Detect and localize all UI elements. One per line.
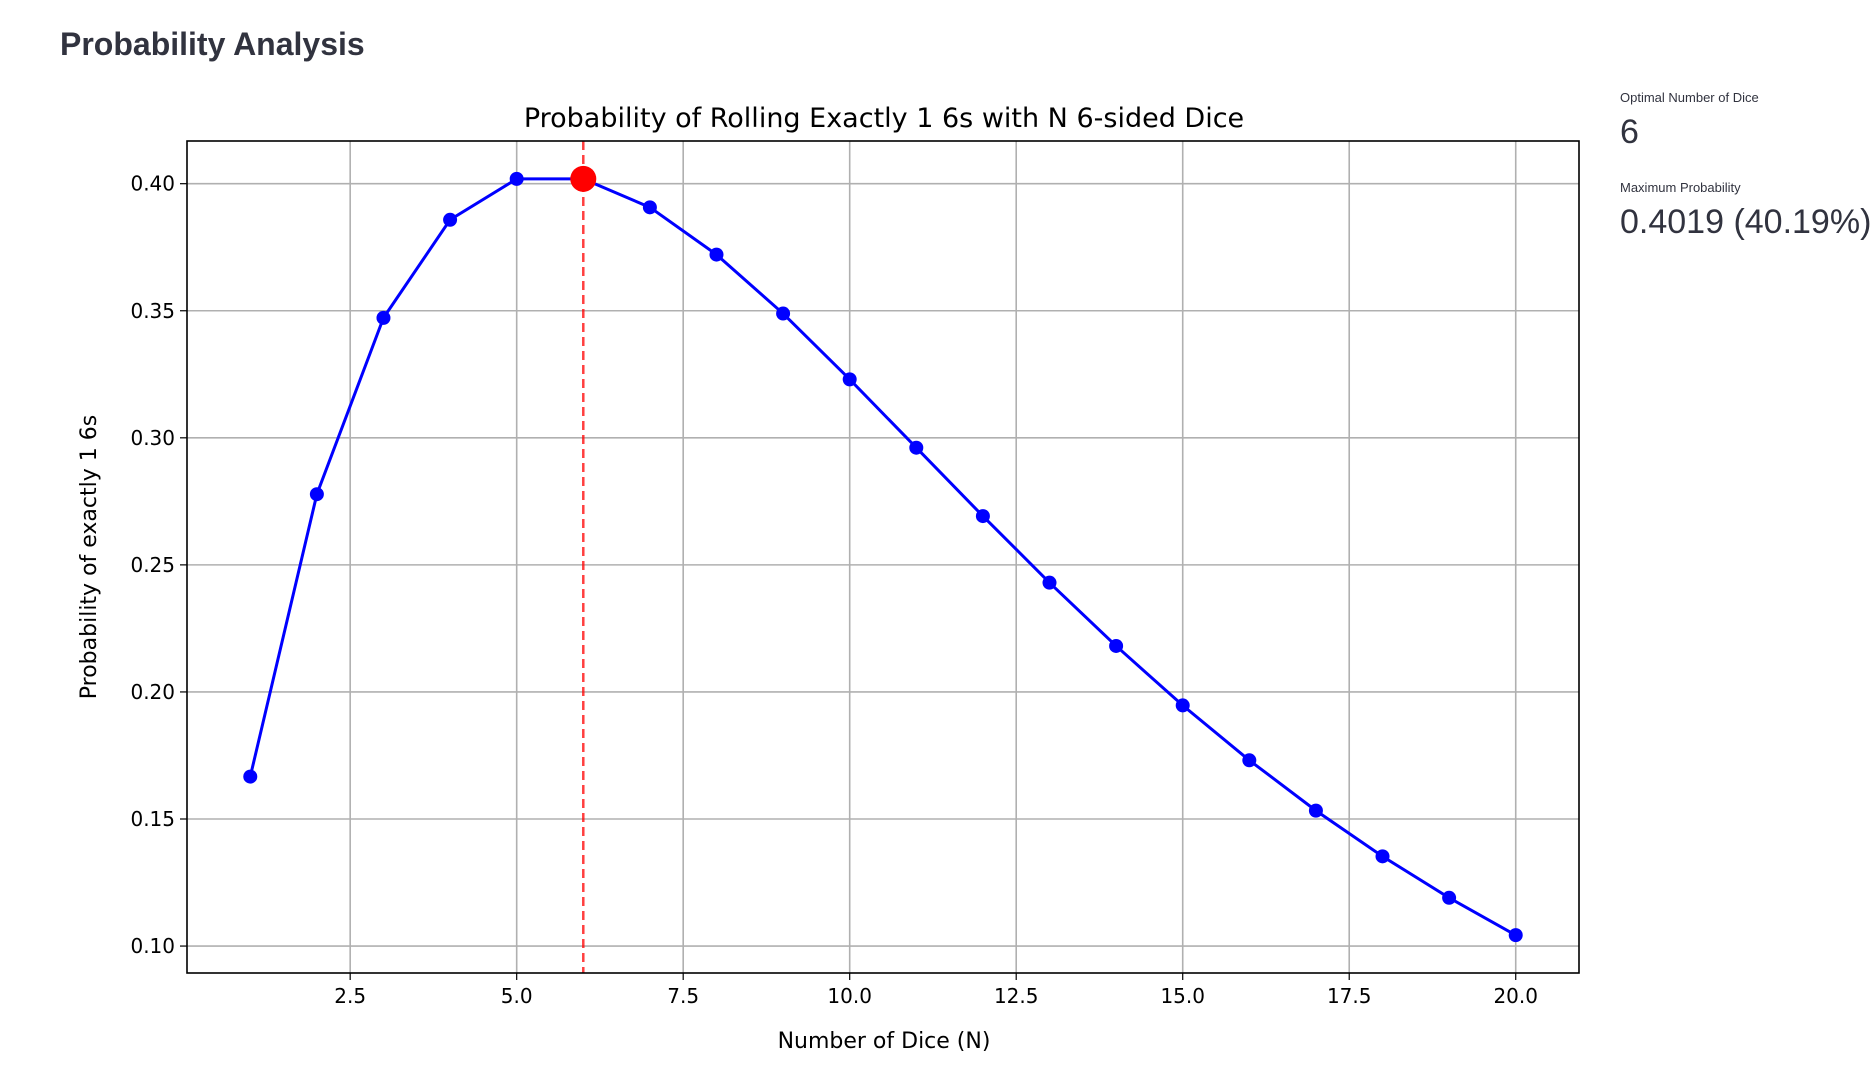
x-tick-label: 7.5 — [667, 984, 699, 1008]
metric-optimal-dice: Optimal Number of Dice 6 — [1620, 90, 1759, 152]
data-point — [776, 306, 791, 321]
y-tick-label: 0.40 — [130, 172, 175, 196]
x-axis-label: Number of Dice (N) — [778, 1029, 991, 1054]
data-point — [1042, 575, 1057, 590]
y-tick-label: 0.15 — [130, 807, 175, 831]
x-tick-label: 5.0 — [501, 984, 533, 1008]
x-tick-label: 2.5 — [334, 984, 366, 1008]
data-point — [975, 509, 990, 524]
data-point — [243, 769, 258, 784]
plot-frame — [186, 140, 1580, 974]
data-point — [709, 247, 724, 262]
data-point — [1308, 803, 1323, 818]
y-axis-label: Probability of exactly 1 6s — [77, 415, 102, 699]
metric-value: 6 — [1620, 113, 1639, 151]
data-point — [309, 487, 324, 502]
data-point — [1242, 753, 1257, 768]
x-tick-label: 17.5 — [1327, 984, 1372, 1008]
x-tick-label: 20.0 — [1493, 984, 1538, 1008]
metric-label: Optimal Number of Dice — [1620, 90, 1759, 105]
data-point — [1175, 698, 1190, 713]
y-tick-label: 0.20 — [130, 680, 175, 704]
data-point — [642, 200, 657, 215]
data-point — [1375, 849, 1390, 864]
data-point — [1109, 638, 1124, 653]
data-point — [1442, 890, 1457, 905]
data-point — [842, 372, 857, 387]
data-point — [1508, 928, 1523, 943]
data-point — [509, 171, 524, 186]
data-point — [376, 310, 391, 325]
optimal-point — [570, 165, 597, 192]
metric-label: Maximum Probability — [1620, 180, 1741, 195]
y-tick-label: 0.10 — [130, 934, 175, 958]
y-tick-label: 0.30 — [130, 426, 175, 450]
y-tick-label: 0.35 — [130, 299, 175, 323]
page-title: Probability Analysis — [60, 26, 365, 62]
x-tick-label: 10.0 — [827, 984, 872, 1008]
metric-max-probability: Maximum Probability 0.4019 (40.19%) — [1620, 180, 1871, 242]
x-tick-label: 12.5 — [994, 984, 1039, 1008]
x-tick-label: 15.0 — [1160, 984, 1205, 1008]
metric-value: 0.4019 (40.19%) — [1620, 203, 1872, 241]
data-point — [909, 440, 924, 455]
y-tick-label: 0.25 — [130, 553, 175, 577]
probability-line — [248, 177, 1517, 937]
data-point — [443, 212, 458, 227]
chart-title: Probability of Rolling Exactly 1 6s with… — [524, 103, 1244, 134]
